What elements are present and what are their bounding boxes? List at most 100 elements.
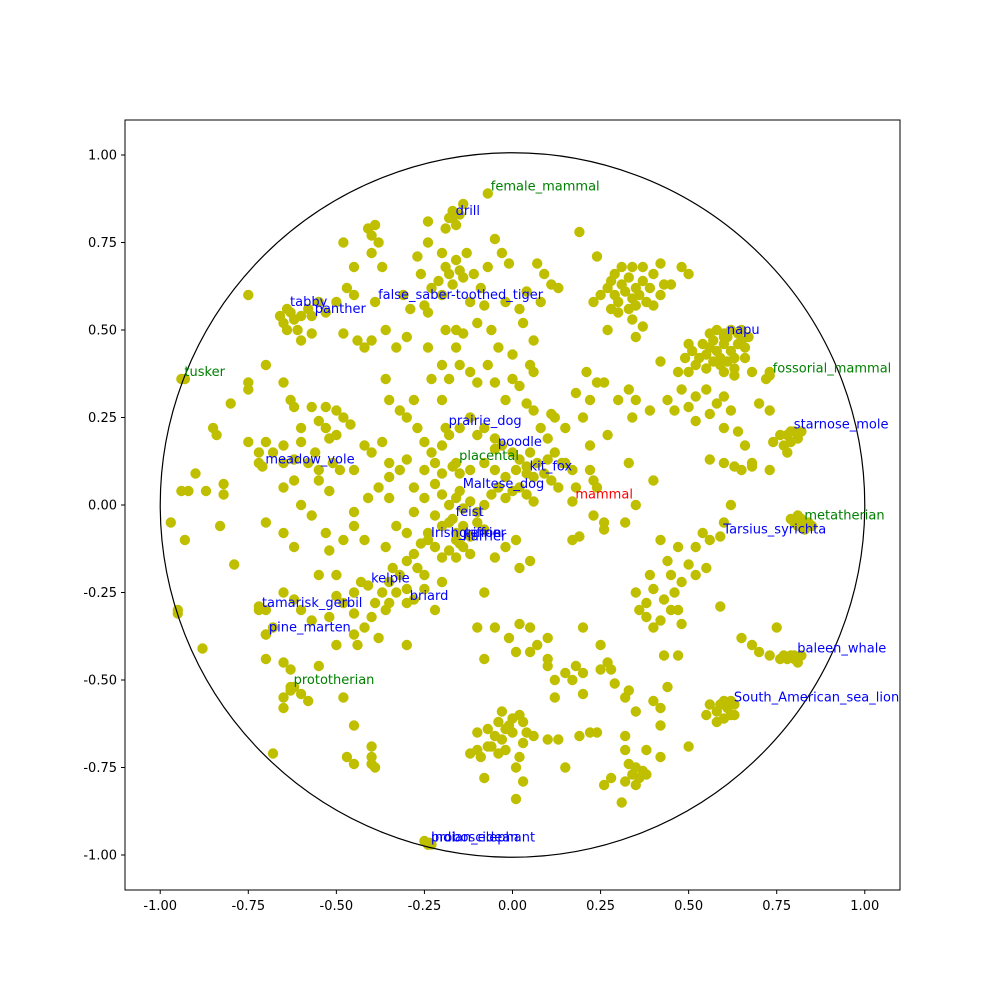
point-label: South_American_sea_lion bbox=[734, 691, 899, 706]
data-point bbox=[401, 555, 412, 567]
data-point bbox=[475, 751, 486, 763]
data-point bbox=[443, 373, 455, 385]
data-point bbox=[243, 436, 254, 448]
data-point bbox=[401, 412, 412, 423]
data-point bbox=[514, 618, 525, 630]
data-point bbox=[637, 261, 648, 273]
point-label: tabby bbox=[290, 295, 328, 310]
data-point bbox=[683, 401, 694, 413]
data-point bbox=[380, 324, 391, 336]
data-point bbox=[648, 695, 659, 707]
data-point bbox=[602, 324, 613, 336]
data-point bbox=[605, 303, 617, 315]
data-point bbox=[524, 555, 536, 567]
data-point bbox=[334, 464, 346, 476]
data-point bbox=[672, 366, 684, 378]
data-point bbox=[211, 429, 222, 441]
x-tick-label: 0.50 bbox=[674, 899, 703, 914]
data-point bbox=[637, 275, 648, 287]
data-point bbox=[539, 268, 550, 280]
data-point bbox=[567, 674, 578, 686]
data-point bbox=[577, 412, 589, 423]
data-point bbox=[500, 394, 511, 406]
y-tick-label: -0.50 bbox=[83, 674, 117, 689]
data-point bbox=[465, 531, 476, 542]
data-point bbox=[655, 356, 666, 367]
data-point bbox=[391, 587, 402, 598]
data-point bbox=[472, 377, 483, 388]
data-point bbox=[528, 496, 539, 507]
data-point bbox=[746, 366, 758, 378]
data-point bbox=[641, 611, 652, 623]
data-point bbox=[327, 457, 338, 469]
data-point bbox=[313, 660, 324, 672]
data-point bbox=[711, 716, 722, 728]
data-point bbox=[408, 506, 420, 518]
data-point bbox=[320, 401, 331, 413]
data-point bbox=[295, 436, 307, 448]
data-point bbox=[718, 422, 730, 434]
data-point bbox=[295, 310, 307, 322]
data-point bbox=[806, 520, 818, 532]
point-label: kit_fox bbox=[530, 460, 573, 475]
data-point bbox=[637, 321, 648, 332]
data-point bbox=[422, 307, 434, 318]
data-point bbox=[394, 569, 405, 581]
data-point bbox=[288, 541, 300, 553]
data-point bbox=[658, 594, 670, 605]
data-point bbox=[690, 391, 701, 402]
data-point bbox=[479, 587, 490, 598]
data-point bbox=[672, 650, 684, 661]
data-point bbox=[260, 436, 272, 448]
data-point bbox=[391, 520, 402, 532]
data-point bbox=[567, 464, 578, 476]
data-point bbox=[288, 401, 300, 413]
data-point bbox=[634, 604, 645, 616]
data-point bbox=[394, 464, 405, 476]
data-point bbox=[510, 464, 522, 476]
data-point bbox=[369, 597, 381, 609]
point-label: napu bbox=[727, 323, 760, 338]
data-point bbox=[197, 643, 208, 654]
data-point bbox=[704, 454, 715, 465]
data-point bbox=[443, 545, 455, 556]
data-point bbox=[447, 513, 458, 525]
data-point bbox=[658, 650, 670, 661]
data-point bbox=[701, 363, 712, 374]
data-point bbox=[218, 478, 229, 490]
data-point bbox=[348, 720, 360, 731]
data-point bbox=[542, 653, 553, 665]
data-point bbox=[532, 639, 543, 651]
data-point bbox=[704, 408, 715, 420]
data-point bbox=[715, 699, 726, 710]
data-point bbox=[620, 730, 631, 742]
data-point bbox=[549, 447, 560, 458]
data-point bbox=[535, 422, 546, 434]
data-point bbox=[454, 422, 465, 434]
data-point bbox=[479, 524, 490, 535]
data-point bbox=[623, 384, 634, 395]
data-point bbox=[743, 331, 754, 343]
point-label: tamarisk_gerbil bbox=[262, 596, 363, 611]
data-point bbox=[641, 597, 652, 609]
data-point bbox=[581, 366, 592, 378]
data-point bbox=[542, 734, 553, 745]
data-point bbox=[644, 405, 656, 416]
data-point bbox=[574, 730, 585, 742]
data-point bbox=[482, 723, 493, 735]
data-point bbox=[401, 454, 412, 465]
data-point bbox=[489, 377, 501, 388]
data-point bbox=[493, 716, 504, 728]
data-point bbox=[429, 457, 441, 469]
data-point bbox=[510, 646, 522, 658]
data-point bbox=[690, 415, 701, 427]
data-point bbox=[324, 545, 335, 556]
data-point bbox=[521, 468, 532, 479]
data-point bbox=[785, 426, 796, 437]
data-point bbox=[627, 412, 638, 423]
data-point bbox=[528, 405, 539, 416]
data-point bbox=[542, 632, 553, 644]
data-point bbox=[303, 695, 314, 707]
data-point bbox=[278, 457, 289, 469]
data-point bbox=[465, 412, 476, 423]
